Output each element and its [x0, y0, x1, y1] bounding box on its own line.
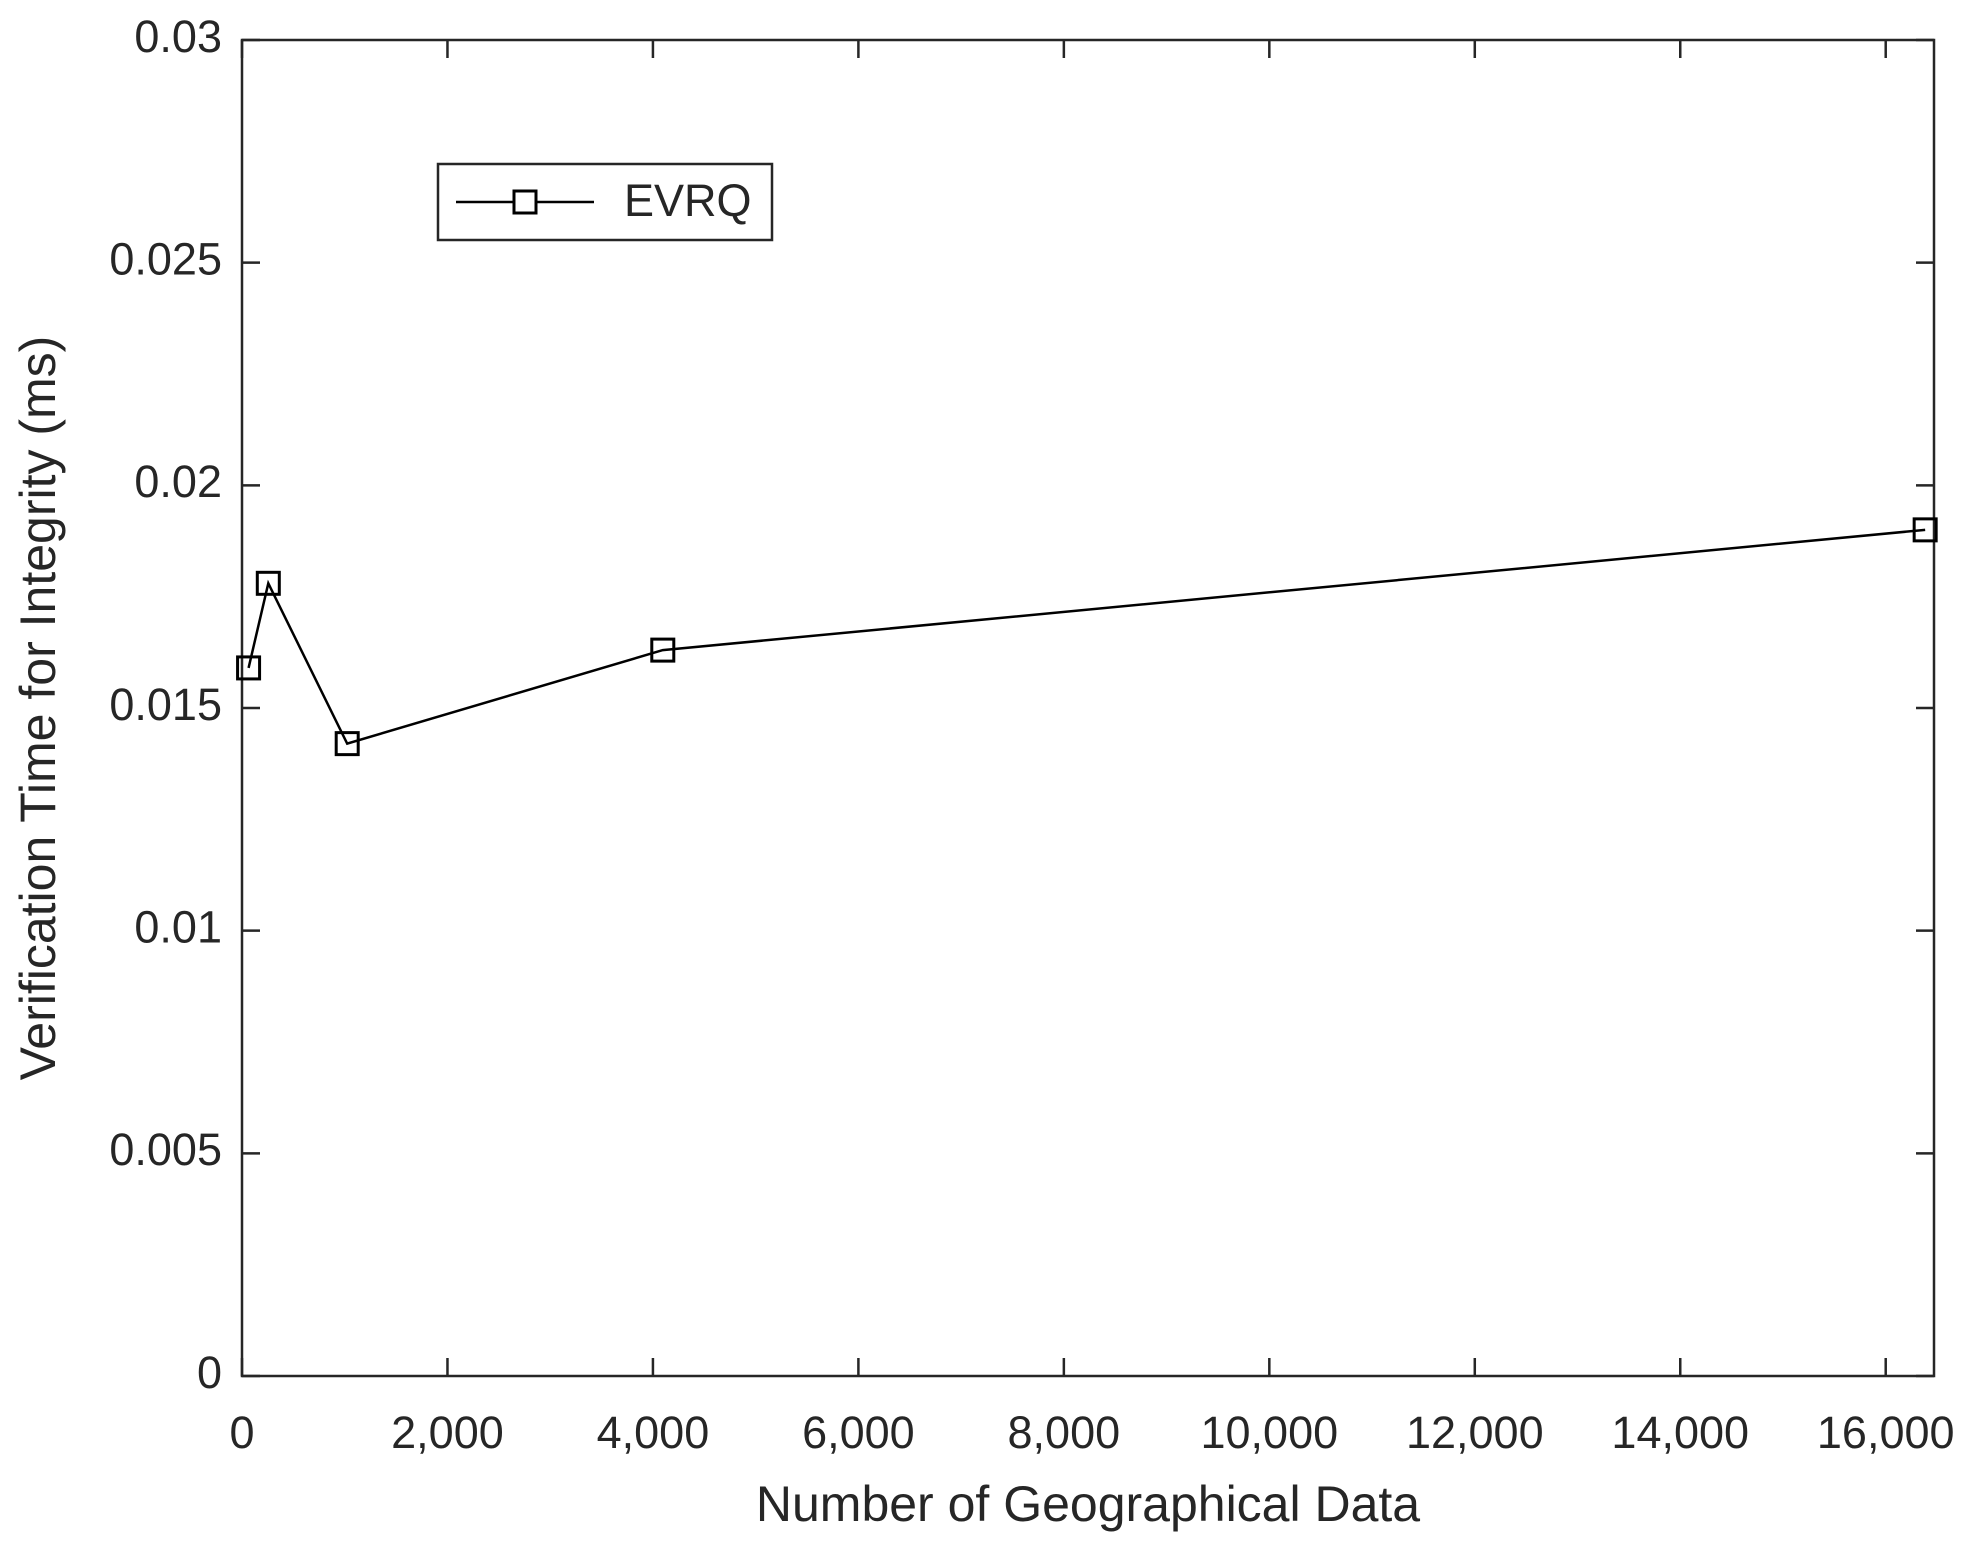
y-tick-label: 0.03: [134, 11, 222, 62]
x-tick-label: 2,000: [391, 1407, 504, 1458]
y-tick-label: 0: [197, 1347, 222, 1398]
y-tick-label: 0.025: [109, 234, 222, 285]
x-tick-label: 6,000: [802, 1407, 915, 1458]
series-line: [247, 528, 1926, 746]
x-tick-label: 4,000: [597, 1407, 710, 1458]
y-tick-label: 0.005: [109, 1124, 222, 1175]
y-tick-label: 0.02: [134, 456, 222, 507]
x-tick-label: 8,000: [1008, 1407, 1121, 1458]
y-tick-label: 0.015: [109, 679, 222, 730]
marker: [334, 731, 360, 757]
x-tick-label: 10,000: [1201, 1407, 1339, 1458]
y-axis-label: Verification Time for Integrity (ms): [10, 336, 66, 1081]
x-tick-label: 14,000: [1611, 1407, 1749, 1458]
marker: [236, 655, 262, 681]
x-axis-label: Number of Geographical Data: [756, 1476, 1420, 1532]
x-tick-label: 12,000: [1406, 1407, 1544, 1458]
legend-marker: [512, 189, 538, 215]
marker: [1912, 517, 1938, 543]
marker: [650, 637, 676, 663]
y-tick-label: 0.01: [134, 902, 222, 953]
legend-box: [436, 162, 774, 242]
marker: [255, 570, 281, 596]
legend-label: EVRQ: [624, 175, 752, 226]
x-tick-label: 0: [229, 1407, 254, 1458]
x-tick-label: 16,000: [1817, 1407, 1955, 1458]
